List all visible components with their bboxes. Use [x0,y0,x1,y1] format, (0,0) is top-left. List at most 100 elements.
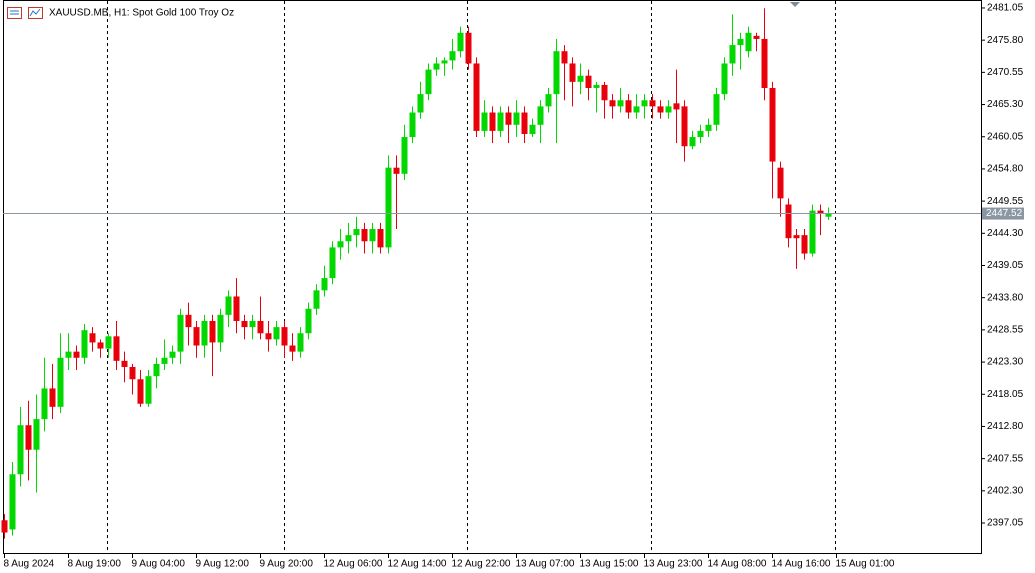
plot-frame [3,0,982,554]
candle-body [169,351,176,358]
candle-body [265,333,272,340]
y-tick-label: 2444.30 [987,228,1024,239]
candle-body [425,69,432,95]
chart-title: XAUUSD.MB, H1: Spot Gold 100 Troy Oz [49,8,234,19]
y-tick-label: 2481.05 [987,3,1024,14]
x-tick-label: 8 Aug 19:00 [68,559,122,570]
y-tick-label: 2402.30 [987,485,1024,496]
candle-body [521,112,528,134]
candle-body [73,351,80,358]
candle-body [801,235,808,254]
icon-chart-line [29,8,41,17]
candle-body [89,333,96,343]
candle-body [817,210,824,214]
candle-body [17,425,24,475]
candle-body [273,327,280,340]
candle-body [153,363,160,377]
candle-body [233,296,240,321]
candle-body [417,94,424,113]
candle-body [321,278,328,291]
x-tick-label: 9 Aug 12:00 [196,559,250,570]
last-price-label: 2447.52 [986,208,1023,219]
candle-body [449,51,456,61]
candle-body [345,235,352,242]
candle-body [785,204,792,239]
candle-body [577,75,584,82]
x-tick-label: 13 Aug 15:00 [580,559,639,570]
candle-body [641,100,648,107]
candle-body [657,106,664,113]
candle-body [313,290,320,309]
candle-body [601,84,608,101]
candle-body [289,345,296,352]
candle-body [705,124,712,131]
candle-body [713,94,720,125]
candle-body [433,63,440,70]
y-tick-label: 2475.80 [987,35,1024,46]
candle-body [385,167,392,248]
x-tick-label: 12 Aug 06:00 [324,559,383,570]
candle-body [545,94,552,107]
candle-body [633,106,640,113]
candle-body [241,320,248,328]
last-price-box [982,207,1024,220]
candle-body [625,100,632,113]
candle-body [225,296,232,315]
y-tick-label: 2449.55 [987,196,1024,207]
y-tick-label: 2423.30 [987,357,1024,368]
candle-body [689,137,696,147]
y-tick-label: 2407.55 [987,453,1024,464]
x-tick-label: 9 Aug 20:00 [260,559,314,570]
candle-body [97,342,104,349]
candle-body [305,308,312,334]
candle-body [329,247,336,279]
y-tick-label: 2439.05 [987,260,1024,271]
candle-body [761,38,768,88]
candle-body [681,106,688,147]
candle-body [809,210,816,254]
candle-body [353,229,360,236]
candle-body [649,100,656,107]
candle-body [33,419,40,450]
candle-body [337,241,344,248]
x-tick-label: 15 Aug 01:00 [836,559,895,570]
candle-body [81,330,88,358]
x-tick-label: 9 Aug 04:00 [132,559,186,570]
candle-body [473,63,480,131]
candle-body [409,112,416,138]
candle-body [137,379,144,404]
candle-body [25,425,32,450]
candle-body [585,75,592,88]
shift-marker [790,2,800,7]
y-tick-label: 2470.55 [987,67,1024,78]
candle-body [41,388,48,420]
y-tick-label: 2465.30 [987,99,1024,110]
header-icons [7,7,43,19]
candle-body [825,213,832,217]
candle-body [393,167,400,174]
candle-body [361,229,368,242]
candle-body [401,137,408,174]
y-tick-label: 2412.80 [987,421,1024,432]
candle-body [505,112,512,125]
candle-body [481,112,488,131]
candle-body [249,320,256,328]
candle-body [9,474,16,530]
candle-body [697,130,704,138]
y-tick-label: 2433.80 [987,292,1024,303]
candle-body [537,106,544,125]
x-tick-label: 14 Aug 16:00 [772,559,831,570]
candle-body [161,357,168,364]
y-tick-label: 2428.55 [987,325,1024,336]
candle-body [57,357,64,407]
candle-body [609,100,616,107]
x-tick-label: 13 Aug 23:00 [644,559,703,570]
candle-body [65,351,72,358]
candle-body [465,32,472,64]
candle-body [105,336,112,349]
candle-body [529,124,536,134]
candle-body [665,106,672,113]
candle-body [193,327,200,346]
